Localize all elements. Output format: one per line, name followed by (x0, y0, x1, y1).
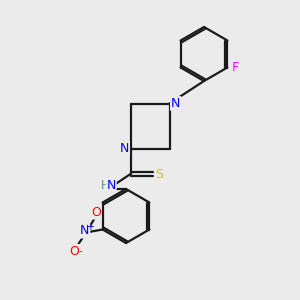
Text: O: O (69, 245, 79, 258)
Text: N: N (120, 142, 129, 155)
Text: F: F (231, 61, 239, 74)
Text: H: H (100, 179, 109, 192)
Text: -: - (79, 246, 83, 256)
Text: N: N (80, 224, 89, 238)
Text: +: + (86, 222, 94, 232)
Text: O: O (91, 206, 101, 219)
Text: N: N (171, 97, 180, 110)
Text: S: S (156, 167, 164, 181)
Text: N: N (106, 179, 116, 192)
